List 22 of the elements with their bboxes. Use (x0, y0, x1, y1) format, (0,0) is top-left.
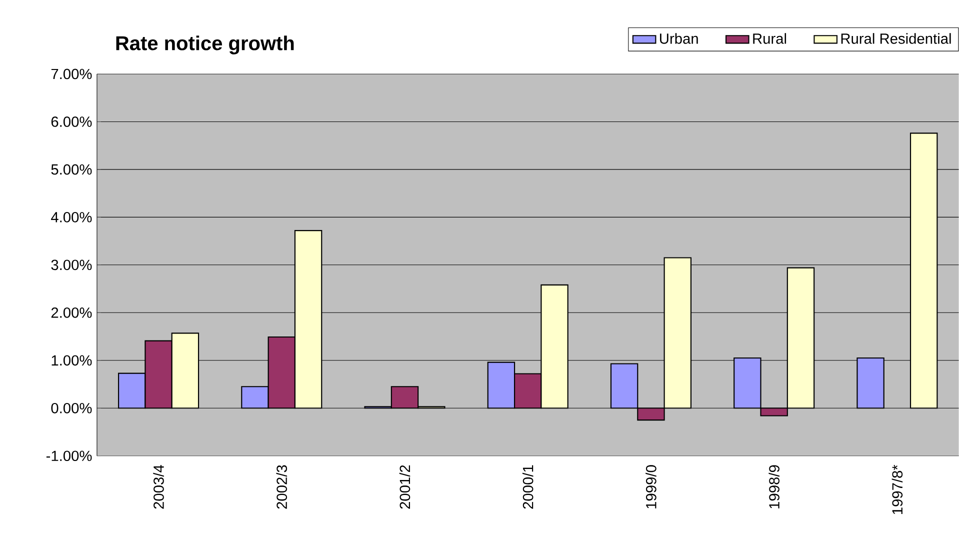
y-tick-label: 6.00% (51, 116, 92, 127)
y-tick-label: 4.00% (51, 212, 92, 222)
legend-label: Urban (660, 33, 698, 44)
legend-label: Rural Residential (841, 33, 951, 44)
legend-label: Rural (753, 33, 786, 44)
y-tick-label: 0.00% (51, 403, 92, 414)
y-tick-label: 1.00% (52, 355, 92, 366)
y-tick-label: 3.00% (51, 260, 92, 270)
x-tick-label: 2002/3 (276, 465, 288, 509)
x-tick-label: 1998/9 (768, 465, 780, 508)
x-tick-label: 2003/4 (153, 465, 164, 509)
y-tick-label: -1.00% (46, 450, 92, 462)
y-tick-label: 7.00% (51, 68, 92, 80)
y-tick-label: 2.00% (51, 308, 92, 318)
bar (856, 358, 884, 409)
x-tick-label: 2000/1 (522, 465, 534, 509)
x-tick-label: 2001/2 (399, 465, 410, 509)
bar (910, 132, 938, 409)
x-tick-label: 1997/8* (892, 464, 903, 514)
x-tick-label: 1999/0 (646, 465, 656, 508)
chart-title: Rate notice growth (116, 36, 294, 54)
y-tick-label: 5.00% (51, 164, 92, 175)
